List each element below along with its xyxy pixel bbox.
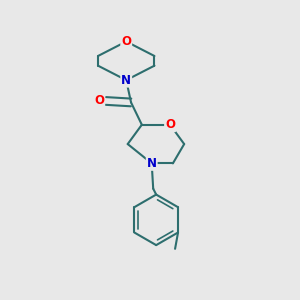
Text: O: O bbox=[121, 35, 131, 48]
Text: N: N bbox=[147, 157, 157, 170]
Text: O: O bbox=[165, 118, 175, 131]
Text: O: O bbox=[94, 94, 104, 107]
Text: N: N bbox=[121, 74, 131, 87]
